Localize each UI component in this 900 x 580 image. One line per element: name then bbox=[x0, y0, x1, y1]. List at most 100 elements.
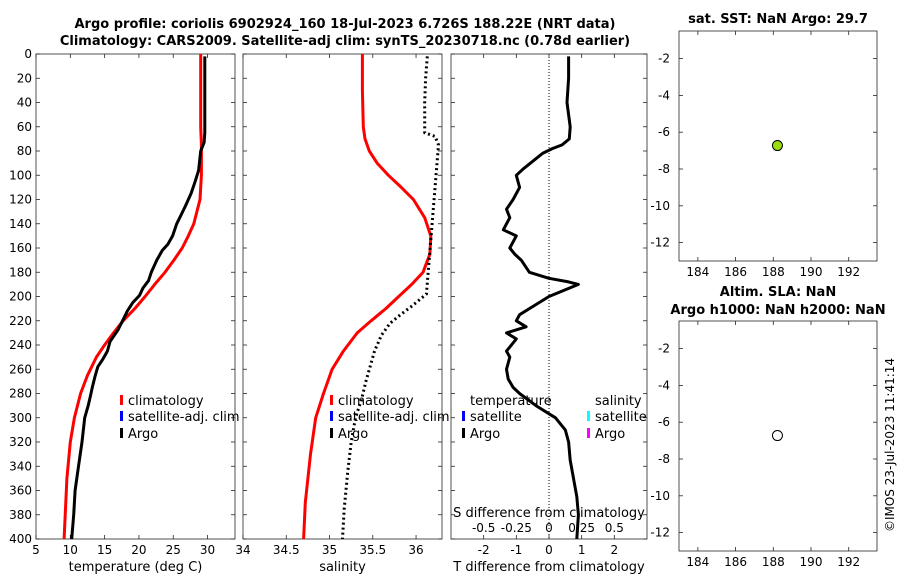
difference-argo-line bbox=[501, 56, 580, 540]
depth-ytick-label: 0 bbox=[24, 47, 32, 61]
depth-ytick-label: 400 bbox=[9, 532, 32, 546]
temp-legend-climatology-label: climatology bbox=[128, 394, 204, 409]
temperature-xtick-label: 5 bbox=[32, 543, 40, 557]
sst-map-lon-xtick-label: 186 bbox=[724, 265, 747, 279]
salinity-xtick-label: 34 bbox=[235, 543, 250, 557]
temperature-xtick-label: 30 bbox=[200, 543, 215, 557]
sdiff-legend-argo-label: Argo bbox=[595, 427, 625, 442]
sla-map-lon-xtick-label: 184 bbox=[686, 555, 709, 569]
temperature-xtick-label: 15 bbox=[97, 543, 112, 557]
timestamp-label: ©IMOS 23-Jul-2023 11:41:14 bbox=[883, 358, 897, 532]
depth-ytick-label: 220 bbox=[9, 314, 32, 328]
temperature-xlabel: temperature (deg C) bbox=[69, 560, 203, 575]
tdiff-legend-title: temperature bbox=[470, 394, 552, 409]
sst-map-lat-ytick-label: -8 bbox=[658, 162, 670, 176]
salinity-climatology-line bbox=[302, 54, 433, 540]
tdiff-xtick-label: -1 bbox=[510, 543, 522, 557]
depth-ytick-label: 20 bbox=[17, 71, 32, 85]
figure-title-line1: Argo profile: coriolis 6902924_160 18-Ju… bbox=[75, 17, 616, 32]
sla-map-lon-xtick-label: 186 bbox=[724, 555, 747, 569]
temperature-xtick-label: 20 bbox=[131, 543, 146, 557]
sla-map-lon-xtick-label: 192 bbox=[837, 555, 860, 569]
sst-map-lat-ytick-label: -2 bbox=[658, 52, 670, 66]
salinity-xtick-label: 35 bbox=[322, 543, 337, 557]
tdiff-xtick-label: 2 bbox=[611, 543, 619, 557]
depth-ytick-label: 100 bbox=[9, 168, 32, 182]
temp-legend-climatology-swatch bbox=[120, 395, 123, 405]
temperature-xtick-label: 25 bbox=[166, 543, 181, 557]
temp-legend-argo-swatch bbox=[120, 428, 123, 438]
salinity-xlabel: salinity bbox=[319, 560, 366, 575]
sal-legend-argo-swatch bbox=[330, 428, 333, 438]
tdiff-xlabel: T difference from climatology bbox=[452, 560, 645, 575]
tdiff-xtick-label: 1 bbox=[578, 543, 586, 557]
sst-map-panel: -2 -4 -6 -8 -10 -12 184 186 188 190 192 sat. SST: N… bbox=[650, 12, 878, 279]
sdiff-tick-label: 0.5 bbox=[605, 521, 624, 535]
sal-legend-argo-label: Argo bbox=[338, 427, 368, 442]
sla-map-title: Altim. SLA: NaN bbox=[720, 285, 836, 300]
temperature-argo-line bbox=[70, 56, 207, 540]
sla-map-lat-ytick-label: -2 bbox=[658, 342, 670, 356]
sdiff-legend-argo-swatch bbox=[587, 428, 590, 438]
sla-map-axes-frame bbox=[678, 320, 878, 552]
depth-ytick-label: 120 bbox=[9, 193, 32, 207]
sst-map-argo-point bbox=[771, 140, 783, 152]
salinity-xtick-label: 34.5 bbox=[273, 543, 300, 557]
sdiff-tick-label: -0.25 bbox=[501, 521, 532, 535]
sst-map-title: sat. SST: NaN Argo: 29.7 bbox=[688, 12, 868, 27]
temp-legend-satellite-label: satellite-adj. clim bbox=[128, 410, 240, 425]
sla-map-panel: -2 -4 -6 -8 -10 -12 184 186 188 190 192 Altim. SLA:… bbox=[650, 285, 885, 569]
sdiff-tick-label: -0.5 bbox=[472, 521, 495, 535]
sst-map-lon-xtick-label: 192 bbox=[837, 265, 860, 279]
salinity-axes-frame bbox=[242, 53, 443, 540]
depth-ytick-label: 200 bbox=[9, 290, 32, 304]
sdiff-legend-satellite-swatch bbox=[587, 411, 590, 421]
sst-map-lat-ytick-label: -10 bbox=[650, 199, 670, 213]
sst-map-lon-xtick-label: 188 bbox=[762, 265, 785, 279]
sla-map-subtitle: Argo h1000: NaN h2000: NaN bbox=[670, 303, 885, 318]
temp-legend-satellite-swatch bbox=[120, 411, 123, 421]
depth-ytick-label: 300 bbox=[9, 411, 32, 425]
depth-ytick-label: 340 bbox=[9, 459, 32, 473]
depth-ytick-label: 180 bbox=[9, 265, 32, 279]
sdiff-tick-label: 0.25 bbox=[568, 521, 595, 535]
depth-ytick-label: 40 bbox=[17, 96, 32, 110]
sst-map-lat-ytick-label: -4 bbox=[658, 88, 670, 102]
depth-ytick-label: 320 bbox=[9, 435, 32, 449]
depth-ytick-label: 140 bbox=[9, 217, 32, 231]
depth-ytick-label: 240 bbox=[9, 338, 32, 352]
depth-ytick-label: 280 bbox=[9, 387, 32, 401]
depth-ytick-label: 80 bbox=[17, 144, 32, 158]
temp-legend-argo-label: Argo bbox=[128, 427, 158, 442]
sst-map-lon-xtick-label: 184 bbox=[686, 265, 709, 279]
sla-map-lat-ytick-label: -8 bbox=[658, 452, 670, 466]
sla-map-lat-ytick-label: -6 bbox=[658, 415, 670, 429]
depth-ytick-label: 380 bbox=[9, 508, 32, 522]
sst-map-lat-ytick-label: -6 bbox=[658, 125, 670, 139]
sst-map-lat-ytick-label: -12 bbox=[650, 236, 670, 250]
sdiff-tick-label: 0 bbox=[545, 521, 553, 535]
salinity-xtick-label: 36 bbox=[408, 543, 423, 557]
depth-ytick-label: 360 bbox=[9, 484, 32, 498]
depth-ytick-label: 160 bbox=[9, 241, 32, 255]
sal-legend-satellite-label: satellite-adj. clim bbox=[338, 410, 450, 425]
figure-title-line2: Climatology: CARS2009. Satellite-adj cli… bbox=[60, 34, 630, 49]
sst-map-lon-xtick-label: 190 bbox=[800, 265, 823, 279]
tdiff-legend-argo-label: Argo bbox=[470, 427, 500, 442]
sdiff-legend-title: salinity bbox=[595, 394, 642, 409]
sal-legend-climatology-label: climatology bbox=[338, 394, 414, 409]
depth-ytick-label: 60 bbox=[17, 120, 32, 134]
sdiff-xlabel: S difference from climatology bbox=[453, 506, 645, 521]
temperature-xtick-label: 10 bbox=[63, 543, 78, 557]
tdiff-legend-argo-swatch bbox=[462, 428, 465, 438]
salinity-panel: 34 34.5 35 35.5 36 salinity climatologysatelli… bbox=[235, 53, 450, 575]
tdiff-xtick-label: -2 bbox=[478, 543, 490, 557]
sdiff-legend-satellite-label: satellite bbox=[595, 410, 647, 425]
difference-panel: -2 -1 0 1 2 T difference from climatology S di… bbox=[450, 53, 648, 575]
sla-map-lat-ytick-label: -4 bbox=[658, 378, 670, 392]
salinity-xtick-label: 35.5 bbox=[359, 543, 386, 557]
sla-map-lon-xtick-label: 190 bbox=[800, 555, 823, 569]
sal-legend-satellite-swatch bbox=[330, 411, 333, 421]
sst-map-axes-frame bbox=[678, 30, 878, 262]
